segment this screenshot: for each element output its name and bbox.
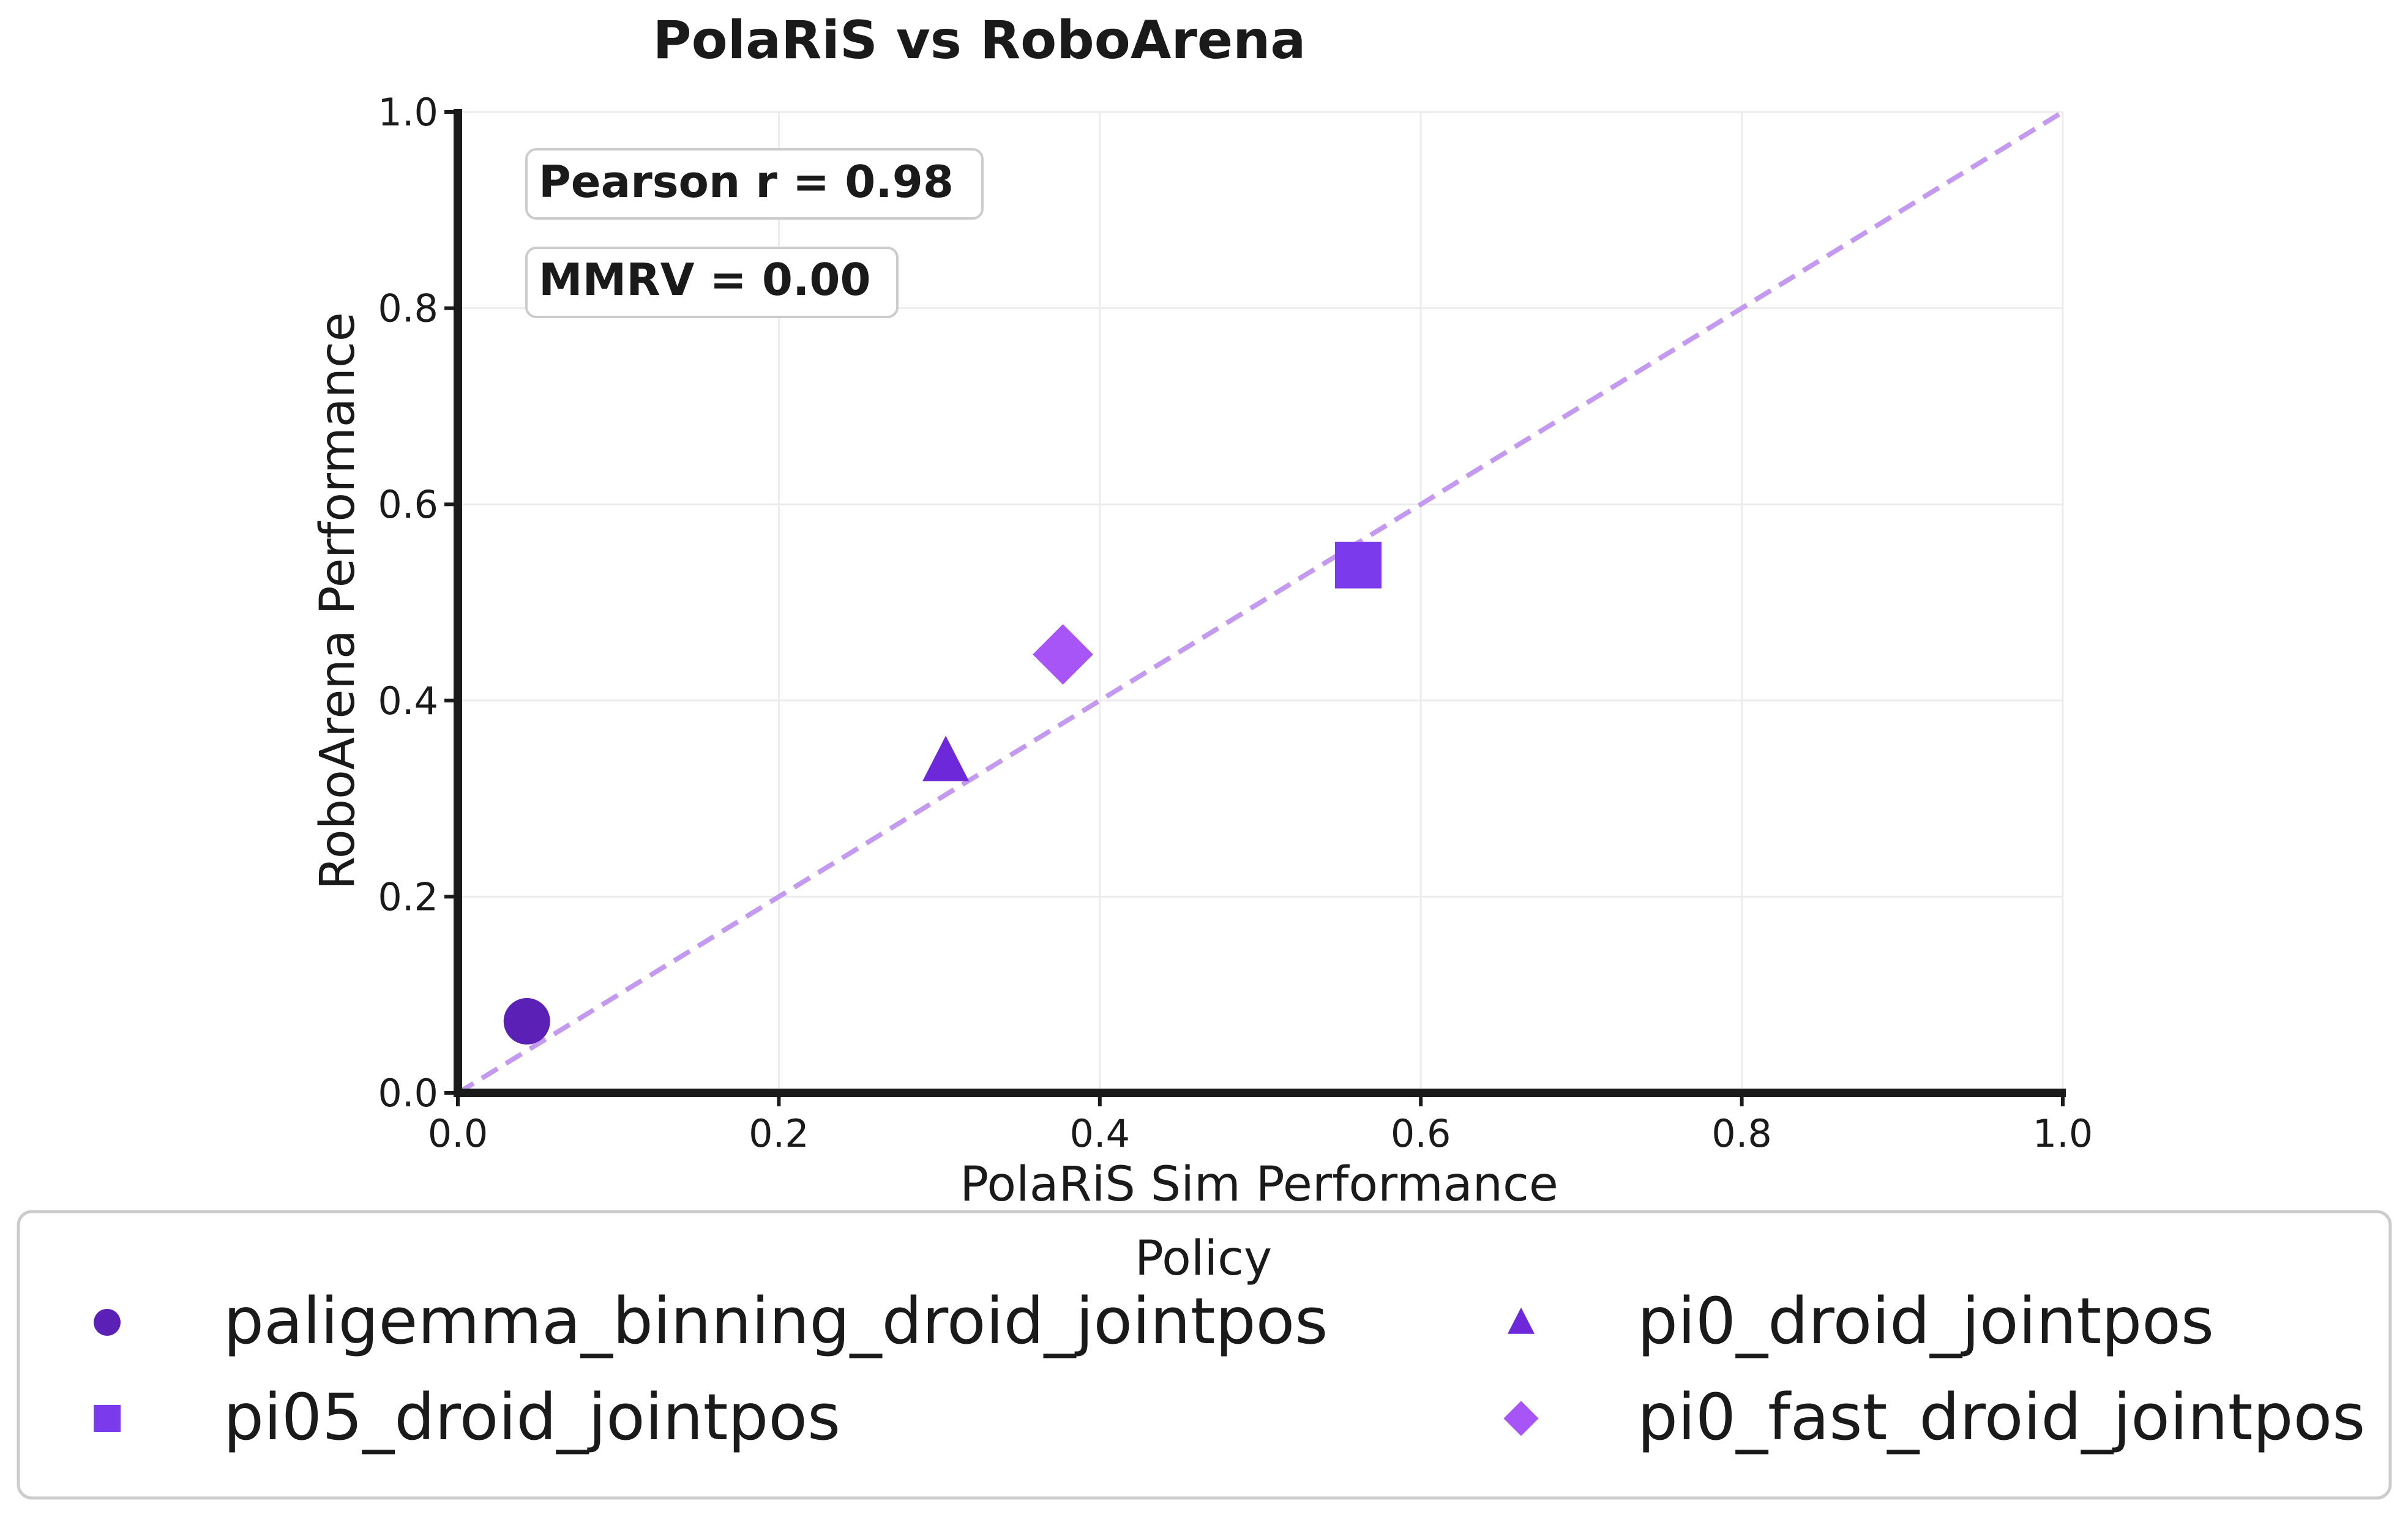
x-tick-label: 0.8: [1711, 1111, 1772, 1156]
y-tick-label: 0.4: [378, 679, 438, 723]
axes: [454, 109, 2066, 1097]
legend-box: [17, 1210, 2392, 1500]
pearson-box: [525, 148, 984, 220]
y-tick-label: 0.6: [378, 482, 438, 527]
y-ticks: 0.0 0.2 0.4 0.6 0.8 1.0: [378, 90, 458, 1116]
y-axis-label: RoboArena Performance: [310, 312, 365, 890]
x-tick-label: 1.0: [2033, 1111, 2093, 1156]
point-square: [1334, 542, 1382, 589]
identity-reference-line: [456, 110, 2065, 1095]
legend: Policy paligemma_binning_droid_jointpos p…: [17, 1210, 2392, 1500]
point-diamond: [1033, 624, 1093, 685]
legend-marker-circle: [94, 1309, 121, 1336]
pearson-annotation: Pearson r = 0.98: [525, 148, 984, 220]
mmrv-annotation: MMRV = 0.00: [525, 247, 899, 318]
legend-label: pi05_droid_jointpos: [223, 1380, 840, 1455]
x-tick-label: 0.2: [749, 1111, 809, 1156]
legend-marker-triangle: [1508, 1307, 1535, 1334]
legend-item: pi0_droid_jointpos: [1508, 1284, 2214, 1358]
x-tick-label: 0.4: [1069, 1111, 1130, 1156]
chart-title: PolaRiS vs RoboArena: [653, 10, 1306, 71]
legend-label: pi0_droid_jointpos: [1637, 1284, 2214, 1358]
pearson-text: Pearson r = 0.98: [539, 156, 954, 207]
mmrv-box: [525, 247, 899, 318]
legend-title: Policy: [1135, 1231, 1272, 1286]
point-triangle: [922, 736, 970, 781]
legend-label: pi0_fast_droid_jointpos: [1637, 1380, 2365, 1455]
data-points: [503, 542, 1382, 1045]
legend-marker-square: [94, 1405, 121, 1432]
legend-item: pi0_fast_droid_jointpos: [1503, 1380, 2365, 1455]
legend-label: paligemma_binning_droid_jointpos: [223, 1284, 1328, 1358]
x-axis-label: PolaRiS Sim Performance: [960, 1157, 1558, 1212]
x-tick-label: 0.6: [1391, 1111, 1451, 1156]
legend-item: pi05_droid_jointpos: [94, 1380, 840, 1455]
grid: [458, 111, 2064, 1093]
mmrv-text: MMRV = 0.00: [539, 254, 871, 305]
point-circle: [503, 997, 550, 1045]
x-tick-label: 0.0: [428, 1111, 488, 1156]
y-tick-label: 0.2: [378, 874, 438, 919]
legend-item: paligemma_binning_droid_jointpos: [94, 1284, 1328, 1358]
legend-marker-diamond: [1503, 1401, 1539, 1436]
y-tick-label: 1.0: [378, 90, 438, 135]
x-ticks: 0.0 0.2 0.4 0.6 0.8 1.0: [428, 1093, 2093, 1156]
y-tick-label: 0.8: [378, 286, 438, 331]
y-tick-label: 0.0: [378, 1071, 438, 1116]
legend-items: paligemma_binning_droid_jointpos pi0_droi…: [94, 1284, 2365, 1455]
